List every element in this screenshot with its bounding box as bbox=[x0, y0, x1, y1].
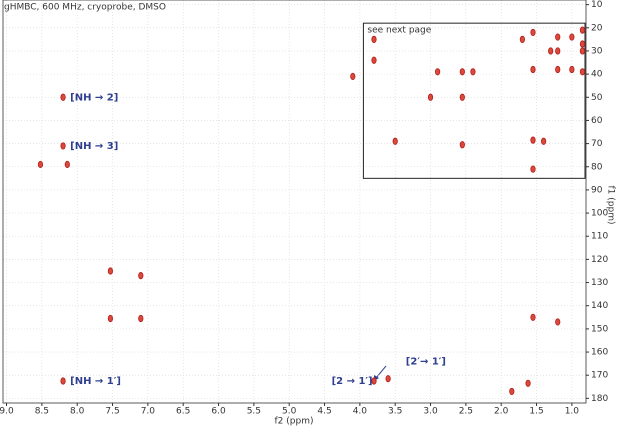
peak bbox=[107, 267, 114, 275]
x-tick-label: 5.5 bbox=[247, 407, 261, 417]
chart-title: gHMBC, 600 MHz, cryoprobe, DMSO bbox=[4, 3, 166, 13]
x-tick-label: 2.5 bbox=[459, 407, 473, 417]
peak bbox=[555, 47, 561, 55]
x-tick-label: 5.0 bbox=[282, 407, 297, 417]
peak bbox=[579, 26, 586, 34]
y-tick-label: 130 bbox=[591, 278, 608, 288]
peak bbox=[138, 314, 144, 323]
peak bbox=[525, 379, 531, 387]
y-tick-label: 50 bbox=[591, 93, 603, 103]
annotation: [NH → 2] bbox=[70, 92, 118, 103]
peak bbox=[519, 35, 526, 43]
x-tick-label: 1.0 bbox=[565, 407, 580, 417]
peak bbox=[579, 47, 586, 55]
x-tick-label: 8.5 bbox=[35, 407, 49, 417]
peak bbox=[434, 68, 441, 76]
peak bbox=[548, 47, 554, 55]
peak bbox=[371, 56, 377, 64]
peak bbox=[138, 272, 144, 280]
y-tick-label: 150 bbox=[591, 324, 608, 334]
y-tick-label: 80 bbox=[591, 162, 603, 172]
peak bbox=[579, 40, 586, 48]
peak bbox=[37, 160, 44, 169]
peak bbox=[459, 68, 465, 76]
peak bbox=[530, 165, 536, 173]
region-label: see next page bbox=[367, 26, 431, 36]
peak bbox=[509, 387, 515, 396]
x-tick-label: 4.0 bbox=[353, 407, 368, 417]
x-tick-label: 8.0 bbox=[70, 407, 85, 417]
y-tick-label: 110 bbox=[591, 232, 608, 242]
x-tick-label: 3.0 bbox=[423, 407, 438, 417]
x-tick-label: 6.5 bbox=[176, 407, 190, 417]
plot-frame bbox=[2, 0, 587, 404]
peak bbox=[392, 137, 398, 145]
peak bbox=[530, 136, 536, 144]
annotation: [2′→ 1′] bbox=[406, 356, 446, 367]
peak bbox=[569, 33, 575, 41]
peak bbox=[107, 314, 114, 323]
peak bbox=[540, 137, 547, 145]
peak bbox=[350, 72, 356, 81]
y-tick-label: 170 bbox=[591, 371, 608, 381]
peak bbox=[60, 377, 66, 385]
peak bbox=[555, 33, 561, 41]
x-tick-label: 2.0 bbox=[494, 407, 509, 417]
peak bbox=[427, 93, 434, 101]
x-tick-label: 4.5 bbox=[317, 407, 331, 417]
y-tick-label: 160 bbox=[591, 348, 608, 358]
x-tick-label: 9.0 bbox=[0, 407, 14, 417]
peak bbox=[555, 65, 561, 74]
peak bbox=[579, 68, 586, 76]
annotation: [NH → 3] bbox=[70, 141, 118, 152]
peak bbox=[371, 35, 377, 43]
peak bbox=[470, 68, 476, 76]
annotation: [2 → 1′] bbox=[332, 376, 373, 387]
x-axis-label: f2 (ppm) bbox=[275, 417, 314, 427]
y-tick-label: 20 bbox=[591, 23, 603, 33]
y-tick-label: 140 bbox=[591, 301, 608, 311]
peak bbox=[530, 313, 536, 321]
peak bbox=[64, 160, 70, 169]
region-box bbox=[362, 22, 586, 179]
annotation: [NH → 1′] bbox=[70, 376, 121, 387]
y-tick-label: 180 bbox=[591, 394, 608, 404]
x-tick-label: 7.5 bbox=[105, 407, 119, 417]
peak bbox=[530, 28, 536, 37]
peak bbox=[60, 142, 66, 150]
peak bbox=[555, 318, 561, 326]
y-axis-label: f1 (ppm) bbox=[606, 186, 616, 225]
y-tick-label: 90 bbox=[591, 185, 603, 195]
peak bbox=[459, 93, 465, 101]
x-tick-label: 3.5 bbox=[388, 407, 402, 417]
peak bbox=[569, 65, 575, 74]
x-tick-label: 7.0 bbox=[141, 407, 156, 417]
y-tick-label: 30 bbox=[591, 46, 603, 56]
y-tick-label: 100 bbox=[591, 209, 608, 219]
x-tick-label: 6.0 bbox=[211, 407, 226, 417]
y-tick-label: 40 bbox=[591, 70, 603, 80]
y-tick-label: 120 bbox=[591, 255, 608, 265]
peak bbox=[371, 377, 377, 385]
x-tick-label: 1.5 bbox=[529, 407, 543, 417]
arrow bbox=[375, 365, 387, 379]
y-tick-label: 10 bbox=[591, 0, 603, 10]
y-tick-label: 70 bbox=[591, 139, 603, 149]
peak bbox=[385, 375, 391, 383]
peak bbox=[459, 141, 465, 149]
y-tick-label: 60 bbox=[591, 116, 603, 126]
peak bbox=[530, 65, 536, 74]
peak bbox=[60, 93, 66, 101]
